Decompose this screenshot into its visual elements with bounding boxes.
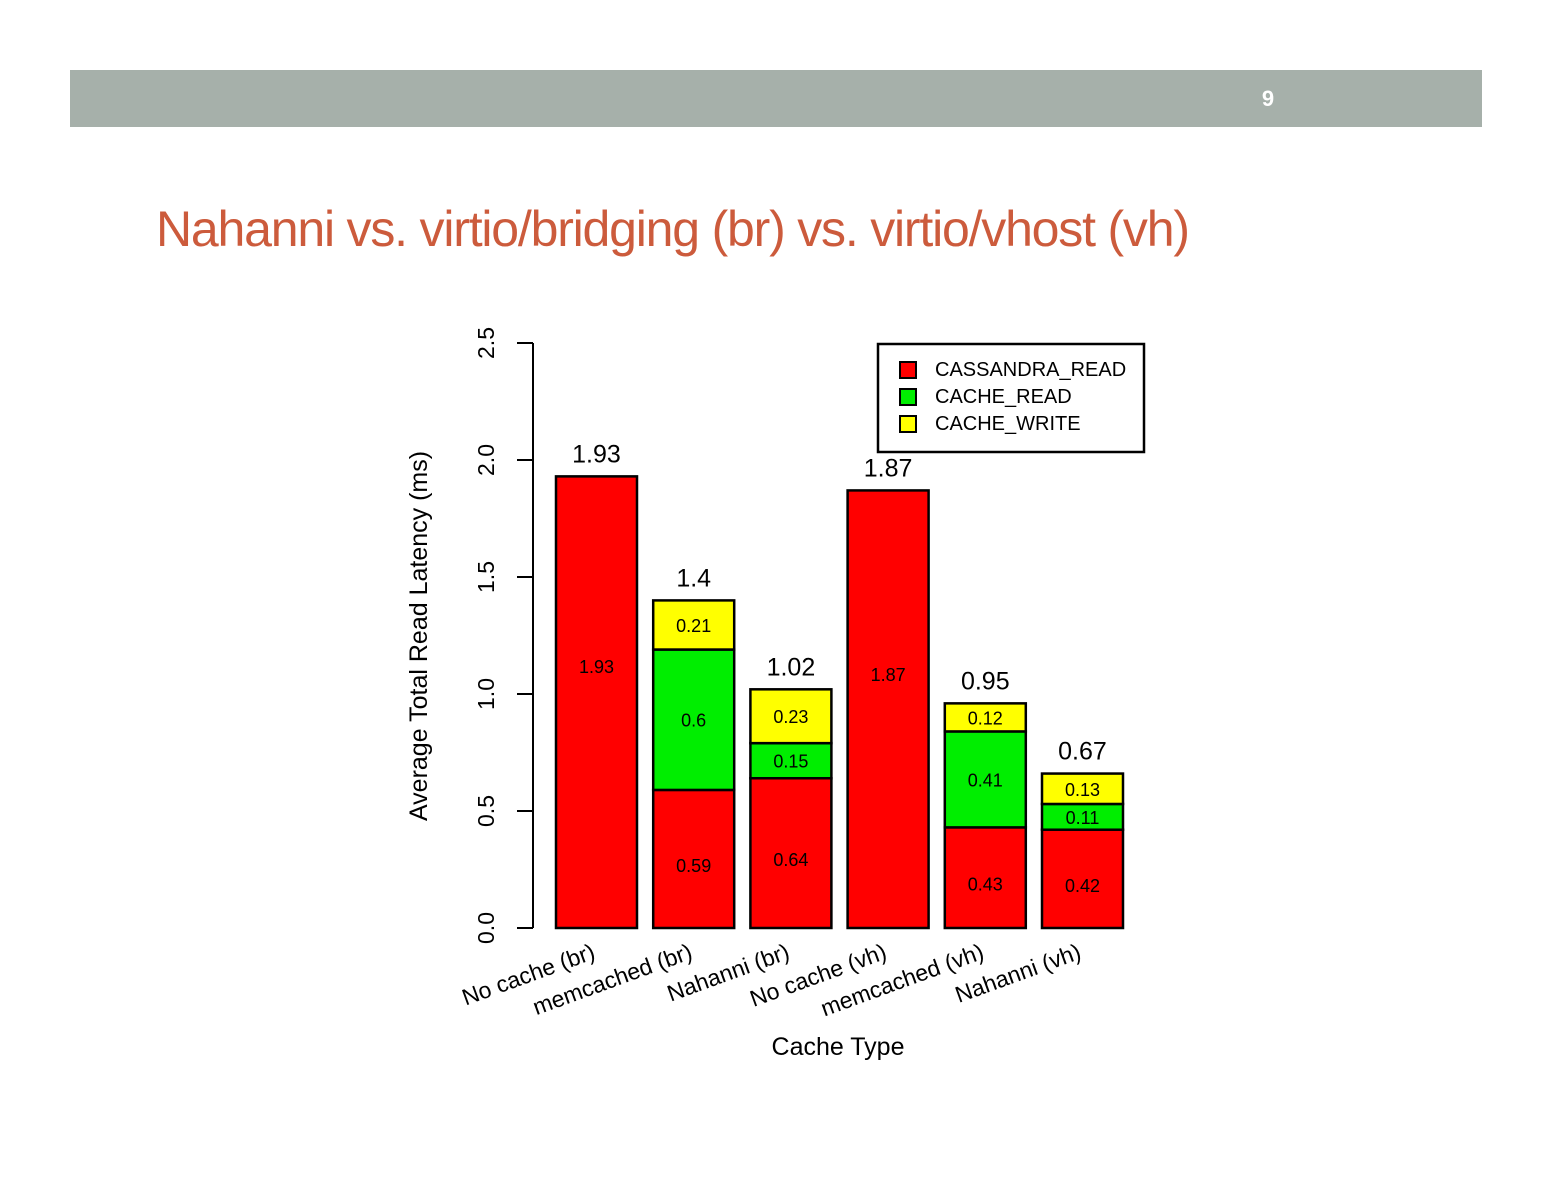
bar-segment-cache-read: [943, 730, 1028, 829]
y-tick-label: 0.0: [473, 912, 499, 944]
bar-segment-cache-write: [1040, 772, 1125, 806]
legend-swatch: [899, 415, 917, 433]
segment-value-label: 0.59: [676, 856, 711, 876]
y-tick-label: 1.5: [473, 561, 499, 593]
bar-total-label: 1.4: [676, 564, 711, 592]
segment-value-label: 1.93: [579, 657, 614, 677]
y-tick-label: 2.0: [473, 444, 499, 476]
segment-value-label: 1.87: [871, 665, 906, 685]
slide-title: Nahanni vs. virtio/bridging (br) vs. vir…: [156, 201, 1190, 257]
segment-value-label: 0.21: [676, 616, 711, 636]
bar-segment-cassandra-read: [554, 475, 639, 930]
page-number: 9: [1261, 86, 1275, 111]
bar-segment-cache-read: [651, 648, 736, 792]
segment-value-label: 0.6: [681, 711, 706, 731]
bar-total-label: 0.67: [1058, 738, 1107, 766]
bar-segment-cassandra-read: [749, 776, 833, 930]
legend-label: CASSANDRA_READ: [935, 359, 1126, 381]
bar-segment-cassandra-read: [943, 826, 1028, 930]
bar-segment-cache-write: [943, 702, 1028, 733]
legend-label: CACHE_WRITE: [935, 413, 1081, 435]
bar-total-label: 0.95: [961, 667, 1010, 695]
segment-value-label: 0.15: [773, 752, 808, 772]
segment-value-label: 0.23: [773, 707, 808, 727]
bar-segment-cache-write: [651, 599, 736, 651]
legend-swatch: [899, 361, 917, 379]
header-bar: [70, 70, 1482, 127]
segment-value-label: 0.12: [968, 708, 1003, 728]
bar-segment-cache-read: [749, 741, 833, 780]
bar-total-label: 1.02: [767, 653, 816, 681]
segment-value-label: 0.64: [773, 850, 808, 870]
legend-swatch: [899, 388, 917, 406]
bar-segment-cache-write: [749, 688, 833, 745]
y-tick-label: 2.5: [473, 327, 499, 359]
legend-label: CACHE_READ: [935, 386, 1072, 408]
y-tick-label: 1.0: [473, 678, 499, 710]
segment-value-label: 0.41: [968, 770, 1003, 790]
segment-value-label: 0.11: [1066, 808, 1100, 828]
y-tick-label: 0.5: [473, 795, 499, 827]
legend-box: [876, 342, 1146, 454]
bar-total-label: 1.93: [572, 440, 621, 468]
segment-value-label: 0.42: [1065, 876, 1100, 896]
y-axis-label: Average Total Read Latency (ms): [405, 451, 433, 821]
bar-total-label: 1.87: [864, 454, 913, 482]
x-axis-label: Cache Type: [772, 1033, 905, 1061]
segment-value-label: 0.43: [968, 875, 1003, 895]
bar-segment-cassandra-read: [846, 489, 930, 930]
segment-value-label: 0.13: [1065, 780, 1100, 800]
